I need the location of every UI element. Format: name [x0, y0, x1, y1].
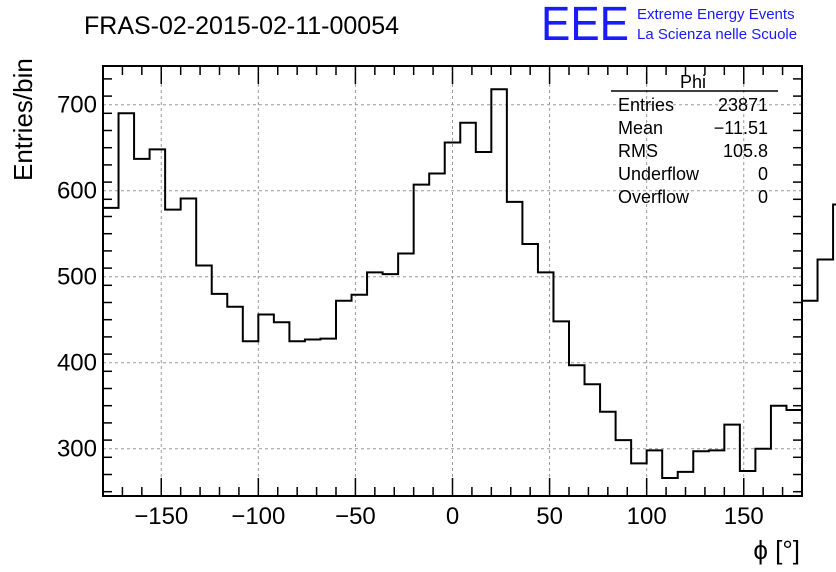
chart-title: FRAS-02-2015-02-11-00054	[84, 12, 399, 40]
stats-row-label: RMS	[618, 141, 658, 161]
y-tick-label: 300	[57, 436, 97, 463]
plot-frame	[102, 65, 803, 497]
eee-logo: EEE	[541, 0, 629, 51]
axis-ticks	[103, 66, 802, 496]
stats-row-label: Underflow	[618, 164, 700, 184]
stats-rows: Entries 23871 Mean −11.51 RMS 105.8 Underflow 0…	[618, 95, 768, 207]
y-tick-label: 500	[57, 264, 97, 291]
stats-row-value: 105.8	[723, 141, 768, 161]
x-tick-label: −100	[231, 503, 285, 530]
brand-line-2: La Scienza nelle Scuole	[637, 26, 797, 43]
x-tick-labels: −150 −100 −50 0 50 100 150	[134, 503, 764, 530]
stats-row-label: Mean	[618, 118, 663, 138]
x-tick-label: 50	[536, 503, 563, 530]
y-tick-labels: 300 400 500 600 700	[57, 92, 97, 463]
stats-row-label: Entries	[618, 95, 674, 115]
grid-lines	[103, 66, 802, 496]
x-tick-label: 100	[627, 503, 667, 530]
x-tick-label: −50	[335, 503, 376, 530]
y-tick-label: 700	[57, 92, 97, 119]
stats-row-value: −11.51	[714, 118, 768, 138]
histogram-series	[103, 88, 836, 479]
x-tick-label: −150	[134, 503, 188, 530]
y-tick-label: 600	[57, 178, 97, 205]
stats-box: Phi Entries 23871 Mean −11.51 RMS 105.8 Underf…	[611, 72, 778, 207]
stats-row-value: 0	[758, 187, 768, 207]
y-tick-label: 400	[57, 350, 97, 377]
x-tick-label: 150	[724, 503, 764, 530]
brand-line-1: Extreme Energy Events	[637, 6, 795, 23]
y-axis-label: Entries/bin	[8, 58, 38, 181]
stats-row-label: Overflow	[618, 187, 690, 207]
x-tick-label: 0	[446, 503, 459, 530]
x-axis-label: ϕ [°]	[753, 535, 800, 565]
stats-row-value: 0	[758, 164, 768, 184]
stats-box-name: Phi	[680, 72, 706, 92]
stats-row-value: 23871	[718, 95, 768, 115]
